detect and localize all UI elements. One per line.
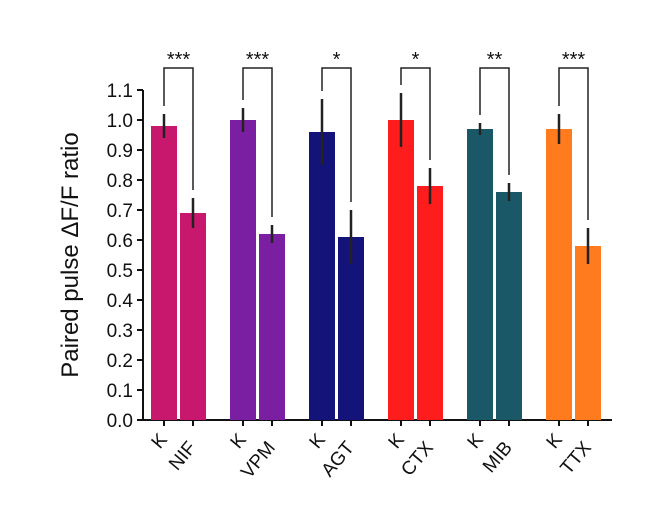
- significance-label: ***: [167, 49, 191, 71]
- bar: [417, 186, 443, 420]
- y-tick-label: 0.7: [107, 201, 133, 222]
- significance-label: ***: [246, 49, 270, 71]
- y-tick-label: 0.4: [107, 291, 134, 312]
- bar: [151, 126, 177, 420]
- bar: [259, 234, 285, 420]
- bar: [575, 246, 601, 420]
- x-tick-label: K: [148, 429, 172, 452]
- x-tick-label: K: [464, 429, 488, 452]
- significance-bracket: [163, 67, 194, 190]
- y-tick-label: 0.9: [107, 141, 133, 162]
- y-tick-label: 1.0: [107, 111, 133, 132]
- bar: [180, 213, 206, 420]
- significance-bracket: [479, 67, 510, 175]
- y-tick-label: 0.5: [107, 261, 133, 282]
- y-tick-label: 0.0: [107, 411, 133, 432]
- bar: [309, 132, 335, 420]
- significance-label: *: [412, 49, 420, 71]
- y-tick-label: 0.6: [107, 231, 133, 252]
- bar: [496, 192, 522, 420]
- bar: [338, 237, 364, 420]
- y-tick-label: 0.1: [107, 381, 133, 402]
- significance-label: *: [333, 49, 341, 71]
- significance-bracket: [400, 67, 431, 160]
- x-tick-label: K: [543, 429, 567, 452]
- y-axis-label: Paired pulse ΔF/F ratio: [57, 132, 84, 377]
- significance-bracket: [321, 67, 352, 202]
- x-tick-label: K: [227, 429, 251, 452]
- significance-label: **: [487, 49, 503, 71]
- bar: [546, 129, 572, 420]
- bar: [230, 120, 256, 420]
- y-tick-label: 0.3: [107, 321, 133, 342]
- y-tick-label: 0.8: [107, 171, 133, 192]
- bar: [467, 129, 493, 420]
- significance-bracket: [558, 67, 589, 220]
- significance-label: ***: [562, 49, 586, 71]
- x-tick-label: K: [385, 429, 409, 452]
- y-tick-label: 1.1: [107, 81, 133, 102]
- x-tick-label: K: [306, 429, 330, 452]
- bar: [388, 120, 414, 420]
- significance-bracket: [242, 67, 273, 217]
- y-tick-label: 0.2: [107, 351, 133, 372]
